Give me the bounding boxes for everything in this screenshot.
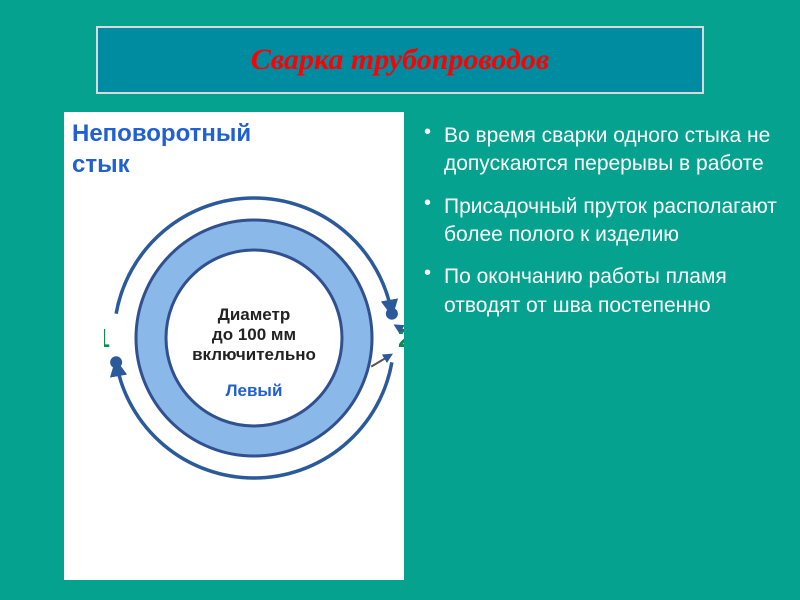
- svg-text:до 100 мм: до 100 мм: [212, 325, 296, 344]
- bullet-item: Во время сварки одного стыка не допускаю…: [416, 122, 780, 179]
- svg-text:1: 1: [104, 323, 110, 353]
- title-box: Сварка трубопроводов: [96, 26, 704, 94]
- bullet-list: Во время сварки одного стыка не допускаю…: [416, 122, 780, 334]
- pipe-diagram: 12Диаметрдо 100 ммвключительноЛевый10-15…: [104, 158, 404, 558]
- svg-text:включительно: включительно: [192, 345, 316, 364]
- svg-text:Левый: Левый: [226, 381, 283, 400]
- svg-text:Диаметр: Диаметр: [218, 305, 291, 324]
- bullet-item: По окончанию работы пламя отводят от шва…: [416, 263, 780, 320]
- diagram-label-line1: Неповоротный: [72, 120, 251, 147]
- slide-title: Сварка трубопроводов: [251, 43, 550, 77]
- diagram-panel: Неповоротный стык 12Диаметрдо 100 ммвклю…: [64, 112, 404, 580]
- bullet-item: Присадочный пруток располагают более пол…: [416, 193, 780, 250]
